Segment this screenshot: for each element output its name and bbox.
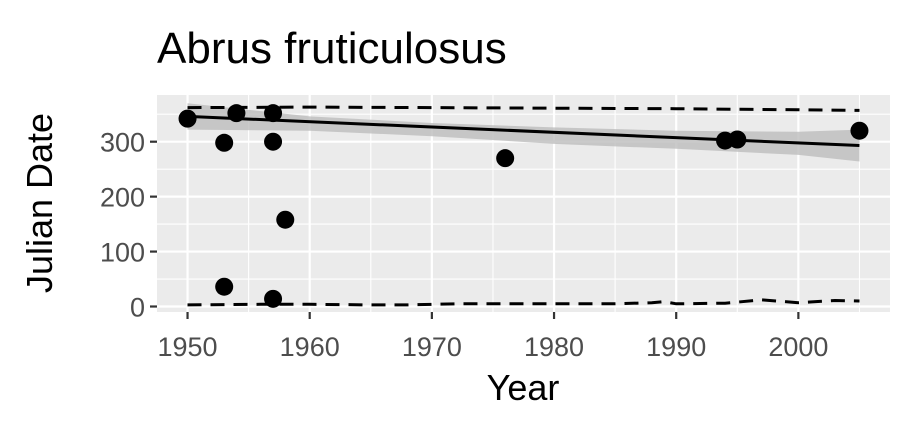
y-tick-label: 300 (100, 128, 145, 158)
upper-quantile-line (187, 105, 860, 112)
data-points (178, 104, 869, 308)
x-axis: 1950 1960 1970 1980 1990 2000 (158, 312, 828, 362)
x-tick-label: 1960 (280, 332, 340, 362)
x-tick-label: 2000 (768, 332, 828, 362)
data-point (496, 149, 515, 168)
data-point (276, 210, 295, 229)
x-tick-label: 1970 (402, 332, 462, 362)
lower-quantile-line (187, 298, 860, 307)
data-point (264, 104, 283, 123)
trend-line (187, 114, 860, 148)
x-tick-label: 1950 (158, 332, 218, 362)
chart-title: Abrus fruticulosus (157, 24, 507, 73)
x-tick-label: 1990 (646, 332, 706, 362)
data-point (227, 104, 246, 123)
data-point (850, 121, 869, 140)
quantile-lines (187, 105, 860, 307)
y-tick-label: 0 (130, 293, 145, 323)
data-point (215, 133, 234, 152)
y-tick-label: 100 (100, 238, 145, 268)
data-point (264, 289, 283, 308)
data-point (178, 109, 197, 128)
y-tick-label: 200 (100, 183, 145, 213)
data-point (728, 130, 747, 149)
x-tick-label: 1980 (524, 332, 584, 362)
y-axis: 0 100 200 300 (100, 128, 157, 323)
data-point (264, 132, 283, 151)
x-axis-title: Year (487, 367, 560, 408)
data-point (215, 277, 234, 296)
y-axis-title: Julian Date (19, 113, 60, 293)
trend-line-group (187, 114, 860, 148)
